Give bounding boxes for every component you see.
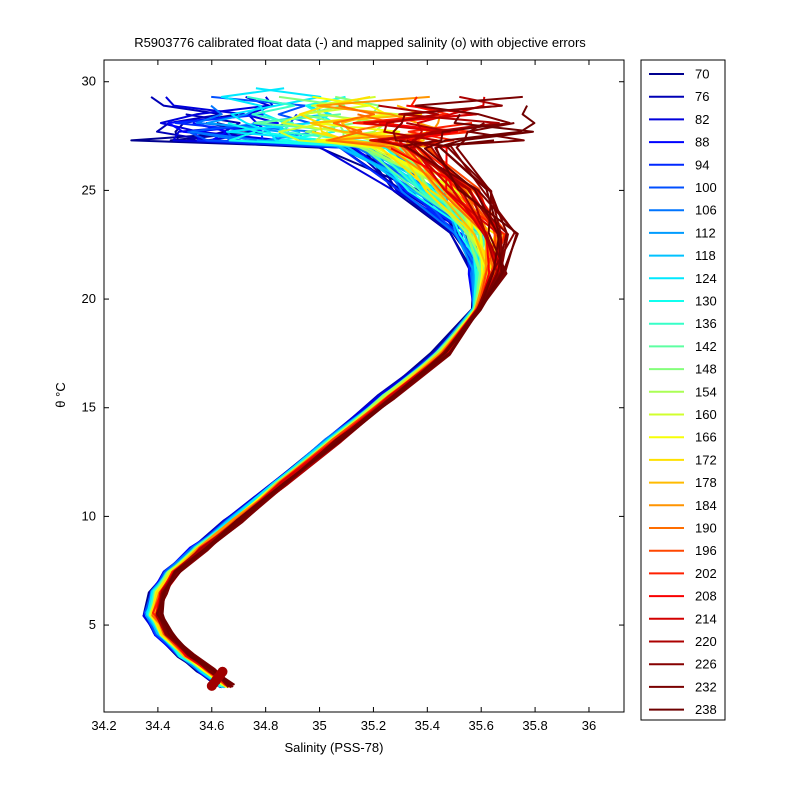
y-tick-label: 20	[82, 291, 96, 306]
legend-label-112: 112	[695, 225, 716, 240]
y-axis-label: θ °C	[53, 382, 68, 407]
x-tick-label: 36	[582, 718, 596, 733]
y-tick-label: 25	[82, 182, 96, 197]
y-tick-label: 10	[82, 508, 96, 523]
legend-label-184: 184	[695, 498, 717, 513]
y-tick-label: 5	[89, 617, 96, 632]
legend-label-136: 136	[695, 316, 717, 331]
x-tick-label: 35.6	[469, 718, 494, 733]
x-tick-label: 35	[312, 718, 326, 733]
chart-title: R5903776 calibrated float data (-) and m…	[134, 35, 586, 50]
legend-label-196: 196	[695, 543, 717, 558]
legend: 70 76 82 88 94 100 106 112 118 124 130 136 142 148 154…	[649, 67, 717, 717]
plot-frame	[103, 59, 625, 713]
legend-label-172: 172	[695, 452, 717, 467]
legend-label-88: 88	[695, 135, 709, 150]
legend-label-238: 238	[695, 702, 717, 717]
x-tick-label: 35.4	[415, 718, 440, 733]
legend-label-100: 100	[695, 180, 717, 195]
legend-label-154: 154	[695, 384, 717, 399]
y-axis: 5 10 15 20 25 30	[82, 74, 624, 632]
legend-label-118: 118	[695, 248, 716, 263]
legend-label-76: 76	[695, 89, 709, 104]
legend-label-142: 142	[695, 339, 717, 354]
x-tick-label: 34.8	[253, 718, 278, 733]
profile-line-238	[161, 139, 501, 687]
legend-label-214: 214	[695, 611, 717, 626]
legend-label-232: 232	[695, 679, 717, 694]
legend-label-130: 130	[695, 294, 717, 309]
legend-label-190: 190	[695, 521, 717, 536]
x-tick-label: 34.6	[199, 718, 224, 733]
legend-label-226: 226	[695, 657, 717, 672]
legend-label-160: 160	[695, 407, 717, 422]
legend-label-124: 124	[695, 271, 717, 286]
legend-box	[640, 59, 726, 721]
profile-line-238	[156, 105, 536, 686]
legend-label-106: 106	[695, 203, 717, 218]
profile-lines	[130, 87, 536, 691]
legend-label-70: 70	[695, 67, 709, 82]
legend-label-148: 148	[695, 362, 717, 377]
legend-label-202: 202	[695, 566, 717, 581]
legend-label-178: 178	[695, 475, 717, 490]
legend-label-82: 82	[695, 112, 709, 127]
x-tick-label: 34.4	[145, 718, 170, 733]
x-axis-label: Salinity (PSS-78)	[285, 740, 384, 755]
x-tick-label: 35.8	[522, 718, 547, 733]
y-tick-label: 15	[82, 400, 96, 415]
y-tick-label: 30	[82, 74, 96, 89]
x-axis: 34.2 34.4 34.6 34.8 35 35.2 35.4 35.6 35.8 36	[91, 60, 596, 733]
legend-label-166: 166	[695, 430, 717, 445]
deep-profile-marker	[217, 666, 228, 677]
legend-label-208: 208	[695, 589, 717, 604]
legend-label-220: 220	[695, 634, 717, 649]
x-tick-label: 34.2	[91, 718, 116, 733]
x-tick-label: 35.2	[361, 718, 386, 733]
legend-label-94: 94	[695, 157, 709, 172]
